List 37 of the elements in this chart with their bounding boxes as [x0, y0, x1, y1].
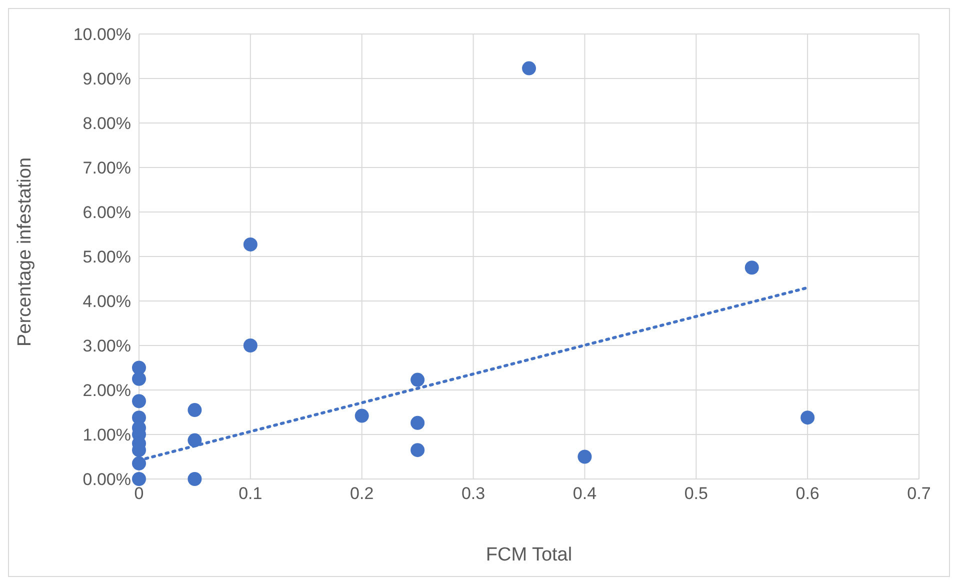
point: [243, 237, 258, 252]
x-tick-label: 0: [134, 484, 144, 504]
y-tick-label: 9.00%: [82, 70, 131, 89]
point: [243, 338, 258, 352]
point: [744, 260, 759, 275]
x-tick-label: 0.6: [796, 484, 820, 504]
x-tick-label: 0.1: [238, 484, 262, 504]
y-tick-label: 1.00%: [82, 426, 131, 445]
point: [800, 410, 815, 425]
point: [578, 450, 592, 464]
y-tick-label: 6.00%: [82, 203, 131, 222]
y-tick-label: 5.00%: [82, 248, 131, 267]
x-axis-title: FCM Total: [486, 544, 572, 566]
point: [132, 472, 146, 486]
x-tick-label: 0.3: [461, 484, 486, 504]
point: [354, 408, 369, 423]
x-tick-label: 0.2: [350, 484, 374, 504]
y-tick-label: 2.00%: [82, 381, 131, 400]
y-tick-label: 10.00%: [73, 25, 131, 44]
y-axis-title: Percentage infestation: [14, 157, 36, 346]
point: [188, 472, 202, 486]
y-tick-label: 3.00%: [82, 336, 131, 356]
y-tick-label: 0.00%: [82, 470, 131, 490]
x-tick-label: 0.4: [572, 484, 597, 504]
point: [188, 403, 202, 418]
x-tick-label: 0.5: [684, 484, 708, 504]
point: [132, 372, 146, 386]
y-tick-label: 4.00%: [82, 292, 131, 312]
x-tick-label: 0.7: [907, 484, 931, 504]
y-tick-label: 8.00%: [82, 114, 131, 134]
point: [410, 372, 425, 387]
point: [132, 394, 146, 408]
point: [132, 456, 146, 470]
point: [410, 416, 425, 430]
point: [522, 61, 536, 76]
y-tick-label: 7.00%: [82, 158, 131, 178]
point: [410, 443, 425, 458]
